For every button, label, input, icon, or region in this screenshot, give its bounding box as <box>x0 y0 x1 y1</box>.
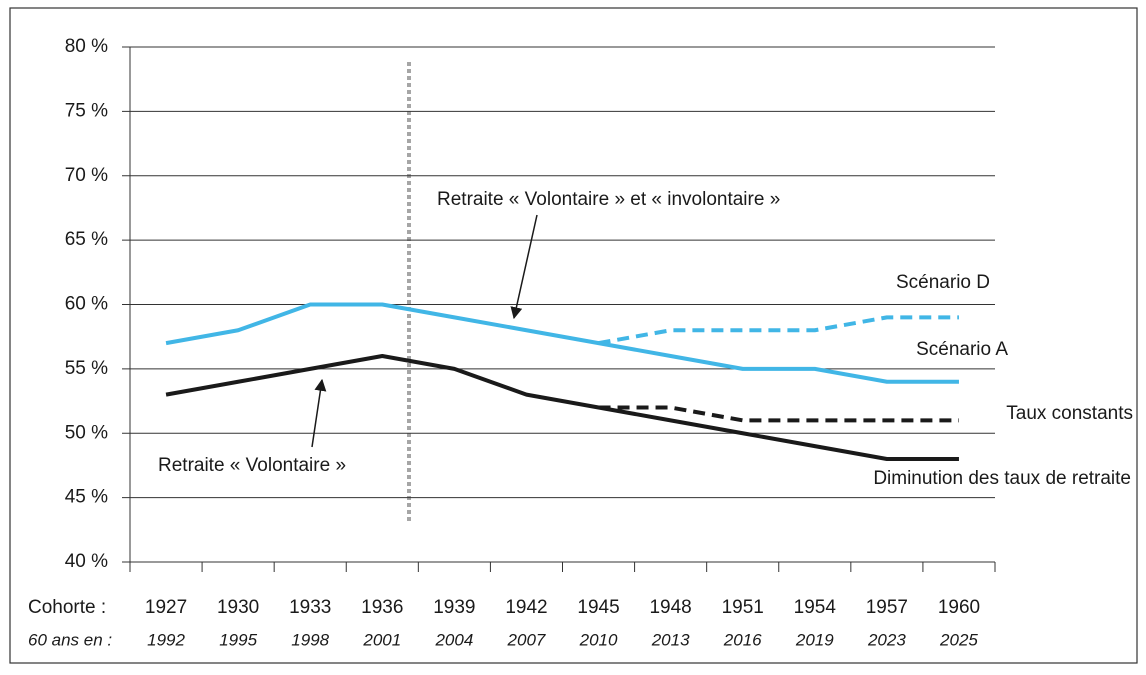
x-tick-label: 1942 <box>505 597 547 618</box>
series-label: Diminution des taux de retraite <box>873 468 1131 489</box>
x-tick-label: 1927 <box>145 597 187 618</box>
x-tick-label: 1936 <box>361 597 403 618</box>
y-tick-label: 50 % <box>65 422 108 443</box>
series-label: Scénario D <box>896 272 990 293</box>
x2-tick-label: 2016 <box>723 630 762 649</box>
x-tick-label: 1951 <box>722 597 764 618</box>
series-line <box>598 315 959 346</box>
annotation-arrow <box>510 214 538 320</box>
x2-tick-label: 2023 <box>867 630 906 649</box>
series-label: Scénario A <box>916 339 1008 360</box>
x2-tick-label: 2013 <box>651 630 690 649</box>
y-tick-label: 55 % <box>65 358 108 379</box>
y-tick-label: 40 % <box>65 551 108 572</box>
frame <box>9 7 1138 664</box>
x-axis-label: Cohorte : <box>28 597 106 618</box>
y-tick-label: 60 % <box>65 294 108 315</box>
y-tick-label: 80 % <box>65 36 108 57</box>
x2-tick-label: 2025 <box>939 630 978 649</box>
x-tick-label: 1945 <box>577 597 619 618</box>
x2-tick-label: 1992 <box>147 630 185 649</box>
y-tick-label: 70 % <box>65 165 108 186</box>
y-tick-label: 75 % <box>65 100 108 121</box>
x2-tick-label: 2010 <box>579 630 618 649</box>
series-line <box>165 302 959 384</box>
x2-axis-label: 60 ans en : <box>28 630 112 649</box>
annotation-arrow <box>311 378 327 448</box>
series-line <box>165 354 959 461</box>
x-tick-label: 1948 <box>649 597 691 618</box>
x2-tick-label: 1995 <box>219 630 257 649</box>
plot-area: 40 % 45 % 50 % 55 % 60 % 65 % 70 % 75 % 80 % 1927… <box>65 36 996 649</box>
x2-tick-label: 2007 <box>507 630 546 649</box>
series-line <box>598 405 959 423</box>
x2-tick-label: 2019 <box>795 630 834 649</box>
y-tick-label: 45 % <box>65 487 108 508</box>
x2-tick-label: 2004 <box>434 630 473 649</box>
x2-tick-label: 1998 <box>291 630 329 649</box>
x-tick-label: 1960 <box>938 597 980 618</box>
x-tick-label: 1954 <box>794 597 837 618</box>
x-tick-label: 1930 <box>217 597 259 618</box>
x-tick-label: 1939 <box>433 597 475 618</box>
series-label: Taux constants <box>1006 403 1133 424</box>
annotation: Retraite « Volontaire » <box>158 455 346 476</box>
x2-tick-label: 2001 <box>362 630 401 649</box>
x-tick-label: 1933 <box>289 597 331 618</box>
y-tick-label: 65 % <box>65 229 108 250</box>
x-tick-label: 1957 <box>866 597 908 618</box>
annotation: Retraite « Volontaire » et « involontair… <box>437 189 780 210</box>
